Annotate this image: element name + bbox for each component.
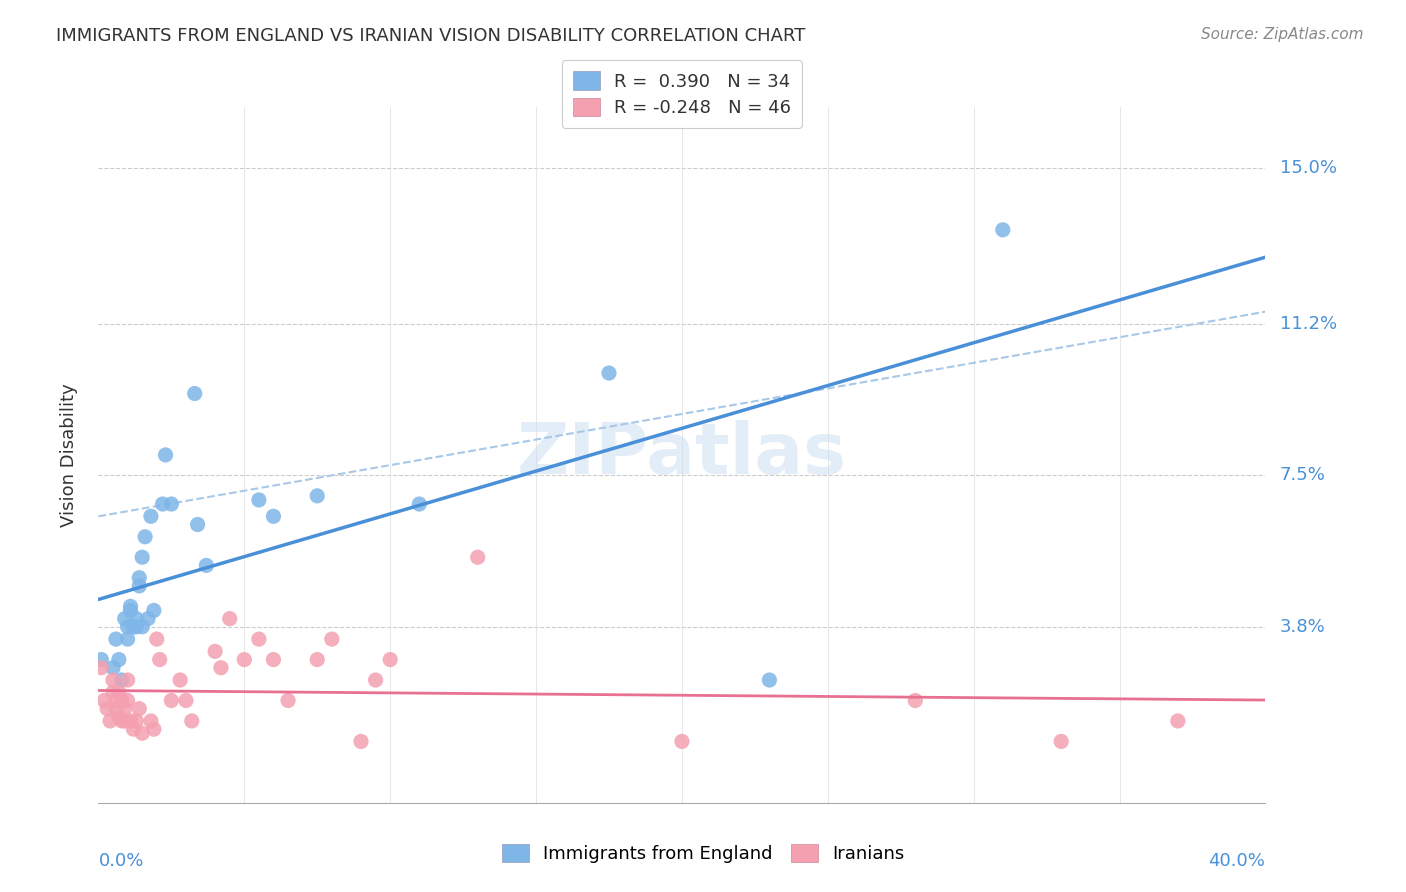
Text: 7.5%: 7.5% (1279, 467, 1326, 484)
Point (101, 661, 124, 675)
Text: Source: ZipAtlas.com: Source: ZipAtlas.com (1201, 27, 1364, 42)
Point (104, 632, 127, 646)
Point (142, 603, 165, 617)
Point (122, 620, 145, 634)
Point (152, 497, 174, 511)
Point (128, 579, 150, 593)
Point (111, 693, 134, 707)
Point (758, 673, 780, 687)
Point (122, 722, 145, 736)
Point (90, 661, 112, 675)
Point (195, 558, 218, 573)
Point (142, 722, 165, 736)
Point (98, 714, 121, 728)
Point (277, 693, 299, 707)
Point (111, 714, 134, 728)
Point (96, 701, 118, 715)
Point (139, 509, 162, 524)
Point (247, 492, 270, 507)
Point (350, 734, 373, 748)
Point (204, 644, 226, 658)
Point (183, 386, 205, 401)
Point (598, 366, 620, 380)
Point (307, 652, 329, 666)
Point (187, 517, 209, 532)
Point (180, 714, 202, 728)
Point (139, 714, 162, 728)
Point (120, 603, 142, 617)
Point (90, 652, 112, 666)
Text: 40.0%: 40.0% (1209, 852, 1265, 870)
Point (131, 726, 153, 740)
Text: 0.0%: 0.0% (98, 852, 143, 870)
Point (671, 734, 693, 748)
Point (991, 223, 1014, 237)
Point (117, 673, 139, 687)
Point (262, 509, 284, 524)
Point (160, 693, 183, 707)
Point (128, 701, 150, 715)
Point (114, 714, 136, 728)
Text: Vision Disability: Vision Disability (60, 383, 79, 527)
Point (233, 652, 256, 666)
Point (134, 530, 156, 544)
Point (125, 714, 148, 728)
Point (136, 612, 159, 626)
Point (108, 652, 131, 666)
Point (114, 701, 136, 715)
Point (174, 693, 197, 707)
Text: 11.2%: 11.2% (1279, 315, 1337, 333)
Point (380, 652, 402, 666)
Point (218, 612, 240, 626)
Point (262, 652, 284, 666)
Point (247, 632, 270, 646)
Point (125, 620, 148, 634)
Point (120, 714, 142, 728)
Text: IMMIGRANTS FROM ENGLAND VS IRANIAN VISION DISABILITY CORRELATION CHART: IMMIGRANTS FROM ENGLAND VS IRANIAN VISIO… (56, 27, 806, 45)
Point (131, 620, 153, 634)
Text: 3.8%: 3.8% (1279, 618, 1326, 636)
Point (146, 632, 169, 646)
Text: 15.0%: 15.0% (1279, 160, 1337, 178)
Point (155, 448, 177, 462)
Point (117, 620, 139, 634)
Point (128, 571, 150, 585)
Point (131, 550, 153, 565)
Point (108, 710, 131, 724)
Point (149, 652, 172, 666)
Text: ZIPatlas: ZIPatlas (517, 420, 846, 490)
Point (467, 550, 489, 565)
Point (125, 612, 148, 626)
Point (1050, 734, 1073, 748)
Point (111, 673, 134, 687)
Point (104, 701, 127, 715)
Legend: R =  0.390   N = 34, R = -0.248   N = 46: R = 0.390 N = 34, R = -0.248 N = 46 (562, 61, 801, 128)
Point (307, 489, 329, 503)
Point (120, 599, 142, 614)
Point (321, 632, 343, 646)
Point (117, 693, 139, 707)
Point (93, 693, 115, 707)
Point (408, 497, 430, 511)
Point (101, 673, 124, 687)
Point (101, 685, 124, 699)
Point (114, 612, 136, 626)
Point (108, 685, 131, 699)
Point (169, 673, 191, 687)
Point (1167, 714, 1189, 728)
Point (117, 632, 139, 646)
Point (904, 693, 927, 707)
Point (364, 673, 387, 687)
Point (160, 497, 183, 511)
Legend: Immigrants from England, Iranians: Immigrants from England, Iranians (491, 833, 915, 874)
Point (209, 661, 232, 675)
Point (104, 693, 127, 707)
